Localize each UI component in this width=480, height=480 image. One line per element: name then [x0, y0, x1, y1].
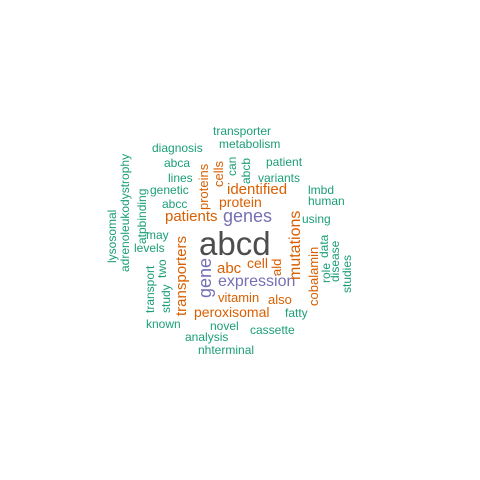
word-levels: levels: [134, 241, 165, 255]
word-using: using: [302, 212, 331, 226]
word-protein: protein: [219, 194, 262, 210]
word-gene: gene: [195, 257, 215, 298]
word-lysosomal: lysosomal: [105, 209, 119, 263]
word-metabolism: metabolism: [219, 137, 281, 151]
word-cassette: cassette: [250, 323, 295, 337]
word-transporters: transporters: [173, 235, 190, 316]
word-abca: abca: [164, 156, 191, 170]
word-can: can: [225, 156, 239, 176]
word-two: two: [155, 259, 169, 278]
word-role: role: [319, 262, 333, 283]
word-identified: identified: [227, 181, 288, 198]
word-patients: patients: [165, 208, 218, 225]
word-nhterminal: nhterminal: [198, 343, 255, 357]
word-also: also: [268, 292, 292, 307]
word-ald: ald: [269, 258, 284, 276]
word-lines: lines: [168, 171, 193, 185]
word-human: human: [308, 194, 345, 208]
word-studies: studies: [340, 254, 354, 293]
word-patient: patient: [266, 155, 303, 169]
word-proteins: proteins: [196, 163, 211, 210]
word-abcd: abcd: [199, 225, 271, 262]
word-cells: cells: [211, 160, 226, 187]
word-mutations: mutations: [287, 210, 304, 280]
word-lmbd: lmbd: [308, 183, 335, 197]
word-novel: novel: [210, 319, 239, 333]
word-abc: abc: [217, 260, 242, 277]
word-may: may: [146, 228, 169, 242]
word-analysis: analysis: [185, 330, 229, 344]
word-cell: cell: [247, 255, 269, 271]
word-peroxisomal: peroxisomal: [194, 304, 270, 320]
word-transporter: transporter: [213, 124, 272, 138]
word-diagnosis: diagnosis: [152, 141, 203, 155]
word-known: known: [146, 317, 181, 331]
word-genetic: genetic: [150, 183, 189, 197]
word-genes: genes: [223, 206, 273, 226]
word-atpbinding: atpbinding: [135, 188, 149, 244]
word-expression: expression: [218, 273, 296, 290]
word-abcc: abcc: [162, 197, 188, 211]
word-fatty: fatty: [285, 306, 308, 320]
word-variants: variants: [258, 171, 301, 185]
word-adrenoleukodystrophy: adrenoleukodystrophy: [118, 153, 132, 272]
word-vitamin: vitamin: [218, 290, 260, 305]
word-abcb: abcb: [239, 157, 253, 184]
word-study: study: [159, 284, 173, 313]
